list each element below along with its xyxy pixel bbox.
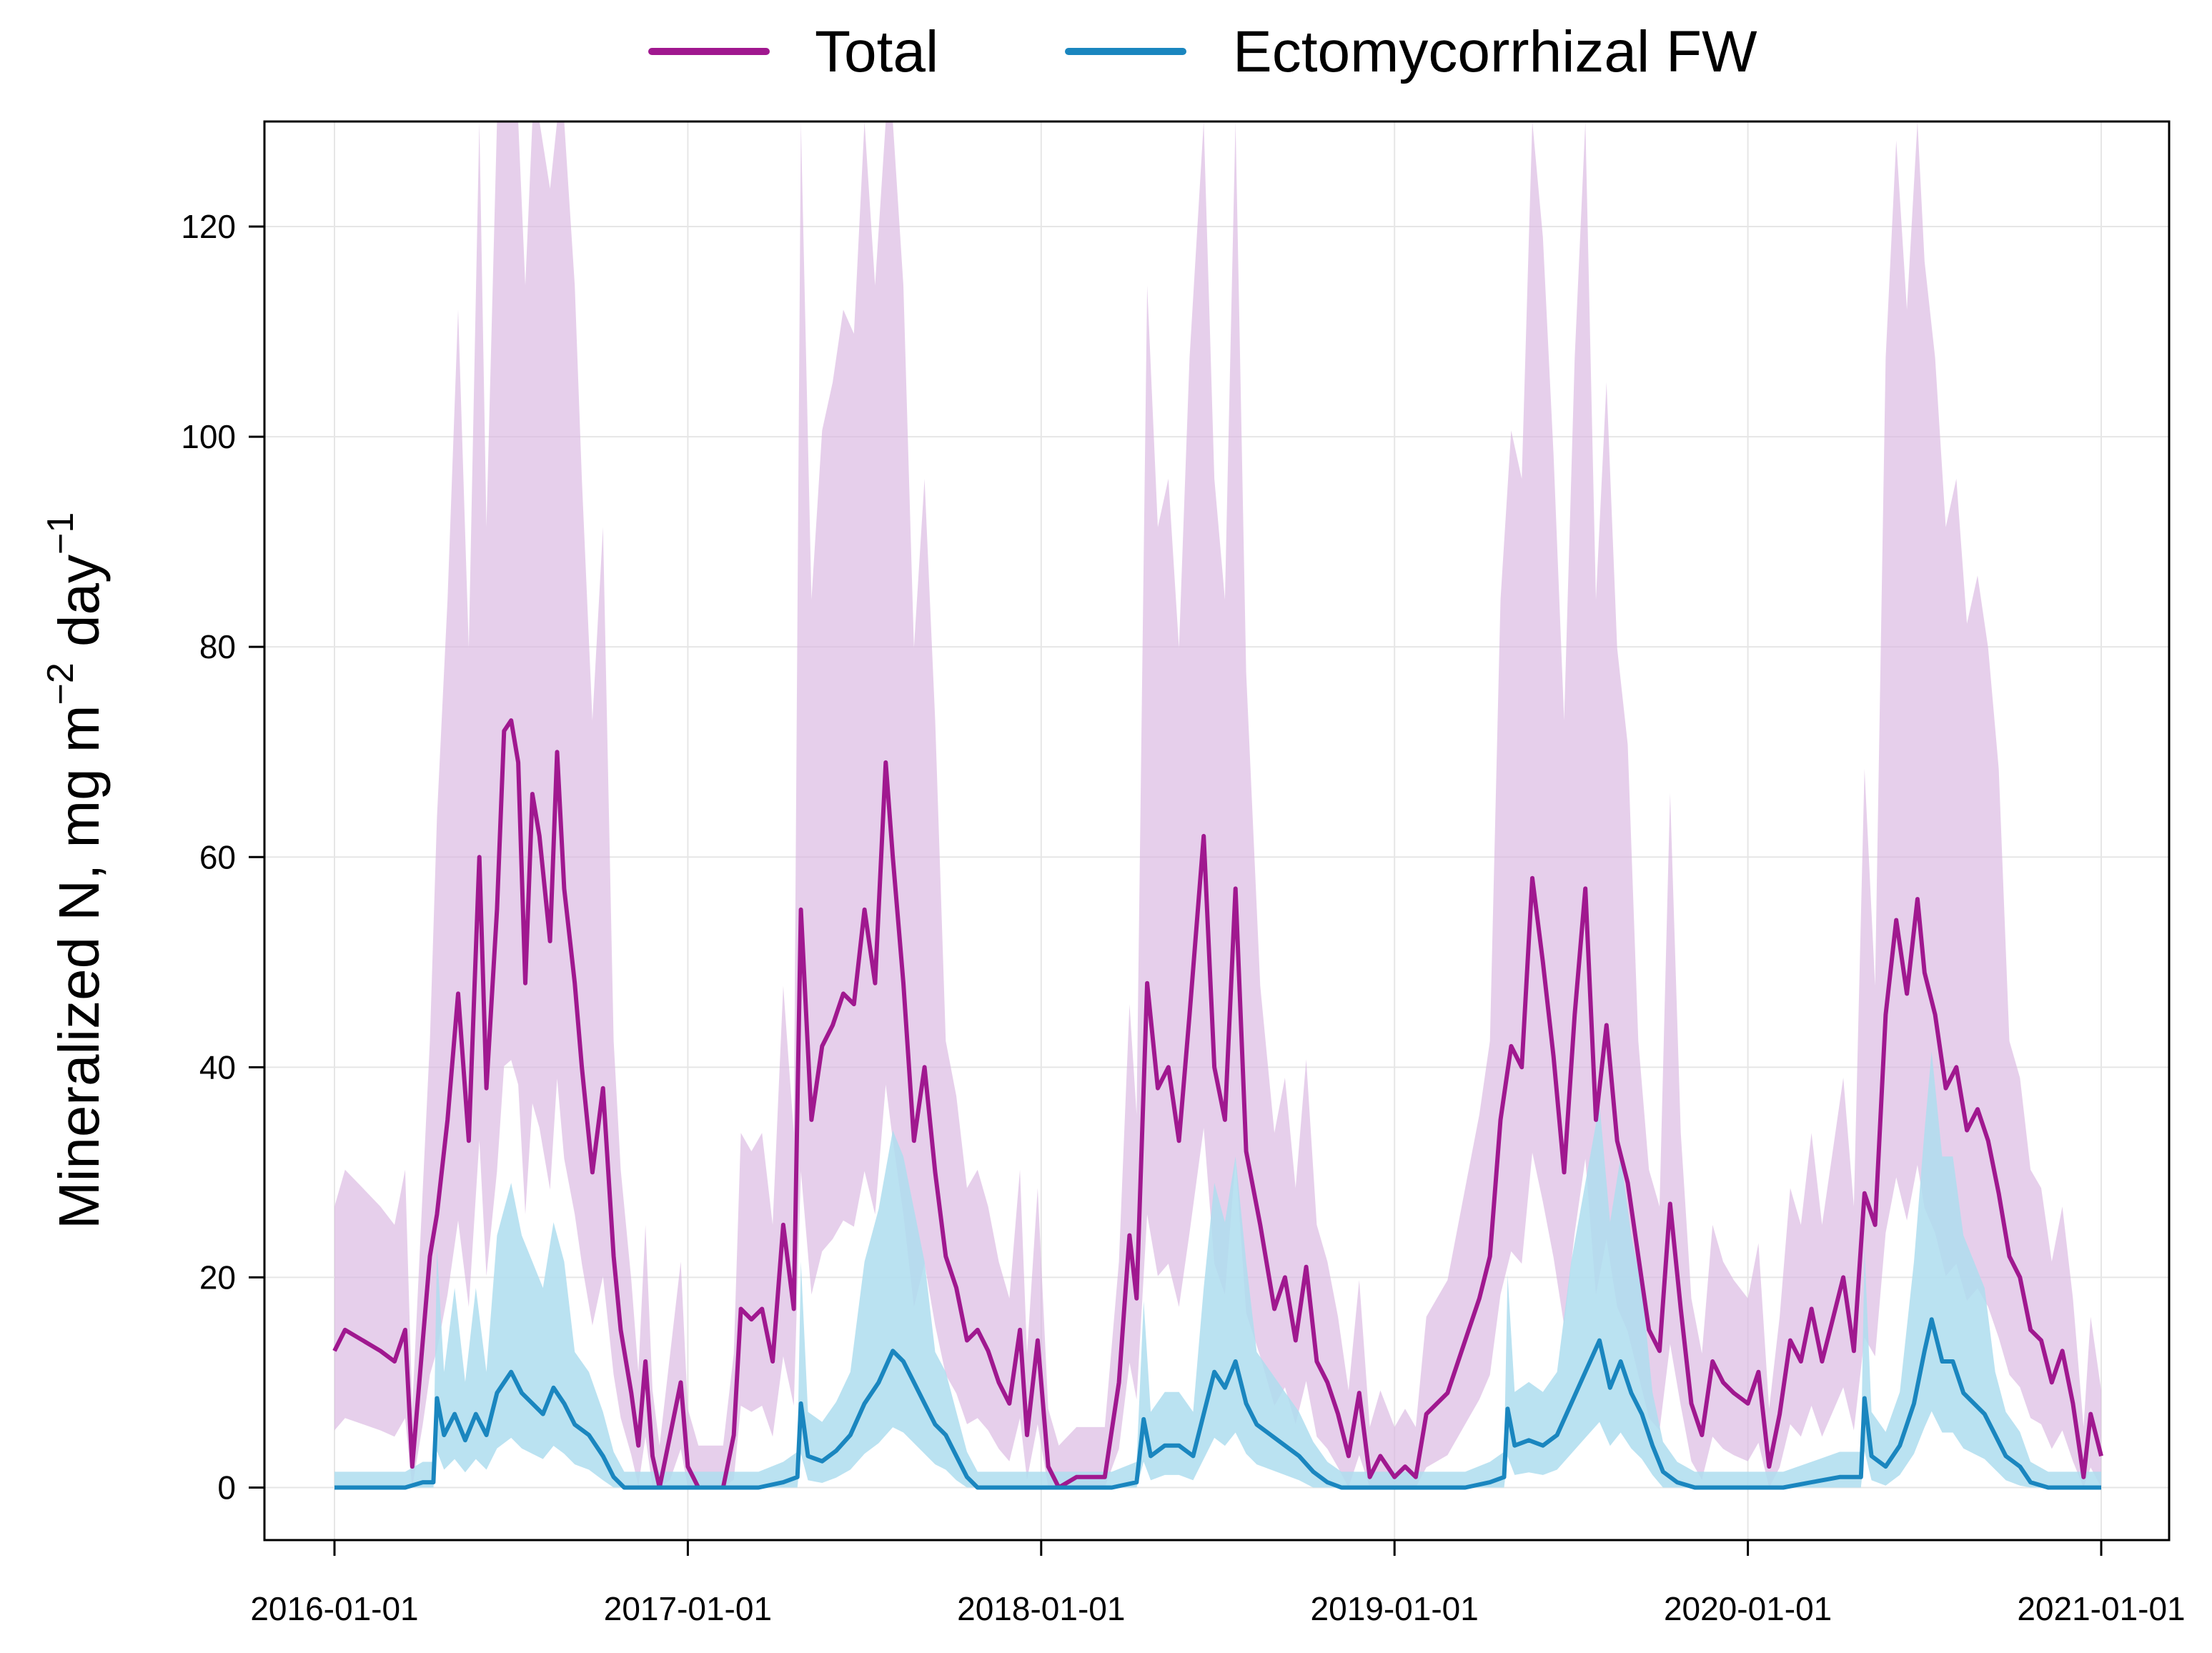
y-tick-label: 0	[217, 1469, 236, 1506]
series-lines	[332, 718, 2103, 1490]
x-tick-label: 2021-01-01	[2017, 1590, 2185, 1627]
band-ectomycorrhizal	[334, 1051, 2101, 1488]
legend-label-ectomycorrhizal: Ectomycorrhizal FW	[1233, 19, 1757, 84]
y-axis-label-main: Mineralized N, mg m	[47, 705, 111, 1229]
y-tick-label: 120	[181, 208, 236, 245]
axes: 0 20 40 60 80 100 120 2016-01-01 2017-01-01 2018-…	[181, 208, 2185, 1627]
band-total	[334, 121, 2101, 1488]
line-total	[332, 718, 2103, 1490]
plot-frame	[263, 120, 2171, 1542]
y-tick-label: 20	[199, 1259, 236, 1296]
y-axis-label-mid: day	[47, 555, 111, 662]
y-tick-label: 80	[199, 628, 236, 665]
line-ectomycorrhizal	[334, 1317, 2101, 1490]
uncertainty-bands	[334, 121, 2101, 1488]
x-tick-label: 2017-01-01	[604, 1590, 772, 1627]
x-tick-label: 2016-01-01	[250, 1590, 418, 1627]
y-axis-label-exp2: −1	[40, 512, 81, 555]
x-tick-label: 2018-01-01	[957, 1590, 1125, 1627]
legend-label-total: Total	[815, 19, 938, 84]
x-tick-label: 2019-01-01	[1311, 1590, 1479, 1627]
y-tick-label: 60	[199, 838, 236, 875]
y-axis-label-exp1: −2	[40, 662, 81, 705]
y-tick-label: 40	[199, 1048, 236, 1086]
y-tick-label: 100	[181, 418, 236, 455]
y-axis-label: Mineralized N, mg m−2 day−1	[40, 512, 111, 1229]
legend: Total Ectomycorrhizal FW	[648, 19, 1757, 84]
x-tick-label: 2020-01-01	[1664, 1590, 1832, 1627]
